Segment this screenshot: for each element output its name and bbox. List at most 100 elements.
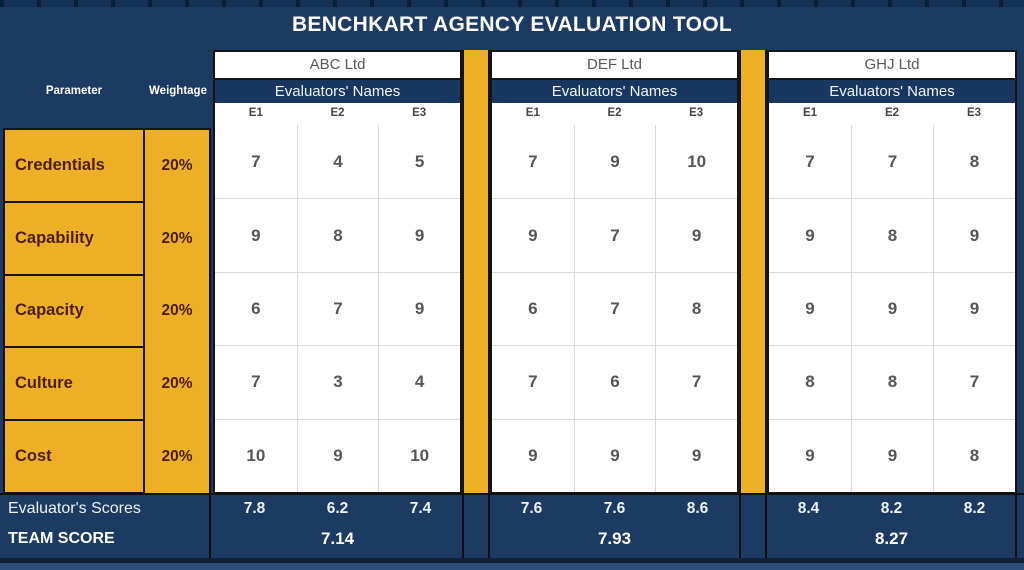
divider-line <box>1015 495 1017 558</box>
score-cell[interactable]: 8 <box>933 125 1015 199</box>
evaluator-scores-label: Evaluator's Scores <box>8 500 141 517</box>
evaluator-score-value: 8.2 <box>880 500 903 517</box>
divider-line <box>488 495 490 558</box>
score-cell[interactable]: 9 <box>851 271 933 346</box>
evaluator-column-header: E2 <box>884 107 900 119</box>
score-cell[interactable]: 9 <box>933 198 1015 272</box>
evaluator-score-value: 8.6 <box>686 500 709 517</box>
evaluator-score-value: 8.4 <box>797 500 820 517</box>
parameter-column-header: Parameter <box>45 85 103 97</box>
divider-line <box>765 495 767 558</box>
parameter-cell: Cost <box>15 447 52 466</box>
score-grid: 7 4 5 9 8 9 6 7 9 7 3 4 10 9 10 <box>215 125 460 492</box>
score-cell[interactable]: 4 <box>296 125 379 199</box>
evaluator-scores-row: 8.4 8.2 8.2 <box>767 495 1016 523</box>
score-cell[interactable]: 5 <box>378 125 460 199</box>
score-cell[interactable]: 6 <box>215 271 297 345</box>
score-cell[interactable]: 9 <box>378 271 460 346</box>
score-cell[interactable]: 10 <box>215 418 297 492</box>
score-cell[interactable]: 7 <box>805 151 815 171</box>
score-cell[interactable]: 9 <box>933 271 1015 346</box>
score-cell[interactable]: 9 <box>655 198 737 272</box>
score-cell[interactable]: 8 <box>769 345 851 418</box>
evaluator-header-row: E1 E2 E3 <box>492 103 737 125</box>
score-cell[interactable]: 7 <box>851 125 933 199</box>
evaluators-names-band: Evaluators' Names <box>492 80 737 103</box>
score-cell[interactable]: 4 <box>378 345 460 419</box>
score-cell[interactable]: 7 <box>492 345 574 418</box>
weightage-cell: 20% <box>161 157 193 175</box>
weightage-column-header: Weightage <box>149 85 207 97</box>
parameter-cell: Culture <box>5 348 143 422</box>
score-grid: 7 9 10 9 7 9 6 7 8 7 6 7 9 9 9 <box>492 125 737 492</box>
summary-area: Evaluator's Scores TEAM SCORE 7.8 6.2 7.4 … <box>0 493 1024 558</box>
score-cell[interactable]: 6 <box>573 345 656 419</box>
bottom-edge <box>0 558 1024 563</box>
score-cell[interactable]: 7 <box>573 271 656 346</box>
score-cell[interactable]: 9 <box>215 198 297 271</box>
score-cell[interactable]: 7 <box>933 345 1015 419</box>
evaluator-column-header: E1 <box>525 107 540 119</box>
gold-separator <box>739 50 767 494</box>
score-cell[interactable]: 7 <box>296 271 379 346</box>
evaluator-scores-row: 7.8 6.2 7.4 <box>213 495 462 523</box>
score-cell[interactable]: 9 <box>573 125 656 199</box>
evaluator-column-header: E2 <box>607 107 622 119</box>
score-cell[interactable]: 8 <box>933 418 1015 492</box>
company-name: DEF Ltd <box>492 52 737 80</box>
score-cell[interactable]: 9 <box>492 418 574 492</box>
score-cell[interactable]: 9 <box>573 418 656 492</box>
parameter-column: Credentials Capability Capacity Culture Cost <box>3 128 145 494</box>
divider-line <box>209 495 211 558</box>
score-cell[interactable]: 9 <box>769 271 851 345</box>
gold-separator <box>462 50 490 494</box>
weightage-cell: 20% <box>161 229 193 247</box>
evaluator-score-value: 7.6 <box>603 500 626 517</box>
score-cell[interactable]: 9 <box>851 418 933 492</box>
team-score-label: TEAM SCORE <box>8 530 115 547</box>
top-edge-ticks <box>0 0 1024 7</box>
evaluator-column-header: E2 <box>330 107 345 119</box>
score-cell[interactable]: 7 <box>215 345 297 418</box>
evaluator-column-header: E3 <box>689 107 704 119</box>
score-cell[interactable]: 8 <box>851 345 933 419</box>
evaluator-scores-row: 7.6 7.6 8.6 <box>490 495 739 523</box>
score-cell[interactable]: 10 <box>655 125 737 199</box>
weightage-cell: 20% <box>161 302 193 320</box>
score-cell[interactable]: 8 <box>296 198 379 272</box>
evaluator-score-value: 8.2 <box>963 500 986 517</box>
evaluator-column-header: E1 <box>248 107 263 119</box>
score-cell[interactable]: 3 <box>296 345 379 419</box>
company-block: DEF Ltd Evaluators' Names E1 E2 E3 7 9 10 9 7 9… <box>490 50 739 494</box>
evaluator-score-value: 7.6 <box>520 500 543 517</box>
score-cell[interactable]: 9 <box>378 198 460 272</box>
score-cell[interactable]: 7 <box>528 151 538 171</box>
score-cell[interactable]: 7 <box>251 151 261 171</box>
team-score-value: 7.14 <box>320 529 355 548</box>
page-title: BENCHKART AGENCY EVALUATION TOOL <box>291 13 733 36</box>
divider-line <box>462 495 464 558</box>
evaluator-score-value: 7.4 <box>409 500 432 517</box>
score-cell[interactable]: 6 <box>492 271 574 345</box>
score-cell[interactable]: 8 <box>851 198 933 272</box>
divider-line <box>739 495 741 558</box>
score-cell[interactable]: 9 <box>492 198 574 271</box>
score-cell[interactable]: 7 <box>655 345 737 419</box>
score-cell[interactable]: 8 <box>655 271 737 346</box>
score-cell[interactable]: 9 <box>655 418 737 492</box>
score-cell[interactable]: 9 <box>769 418 851 492</box>
parameter-cell: Capacity <box>5 276 143 349</box>
team-score-value: 8.27 <box>874 529 909 548</box>
score-cell[interactable]: 7 <box>573 198 656 272</box>
team-score-value: 7.93 <box>597 529 632 548</box>
evaluator-column-header: E3 <box>966 107 982 119</box>
evaluators-names-band: Evaluators' Names <box>215 80 460 103</box>
score-cell[interactable]: 9 <box>296 418 379 492</box>
bottom-strip <box>0 563 1024 570</box>
score-cell[interactable]: 9 <box>769 198 851 271</box>
score-cell[interactable]: 10 <box>378 418 460 492</box>
company-name: ABC Ltd <box>215 52 460 80</box>
evaluator-column-header: E1 <box>802 107 818 119</box>
